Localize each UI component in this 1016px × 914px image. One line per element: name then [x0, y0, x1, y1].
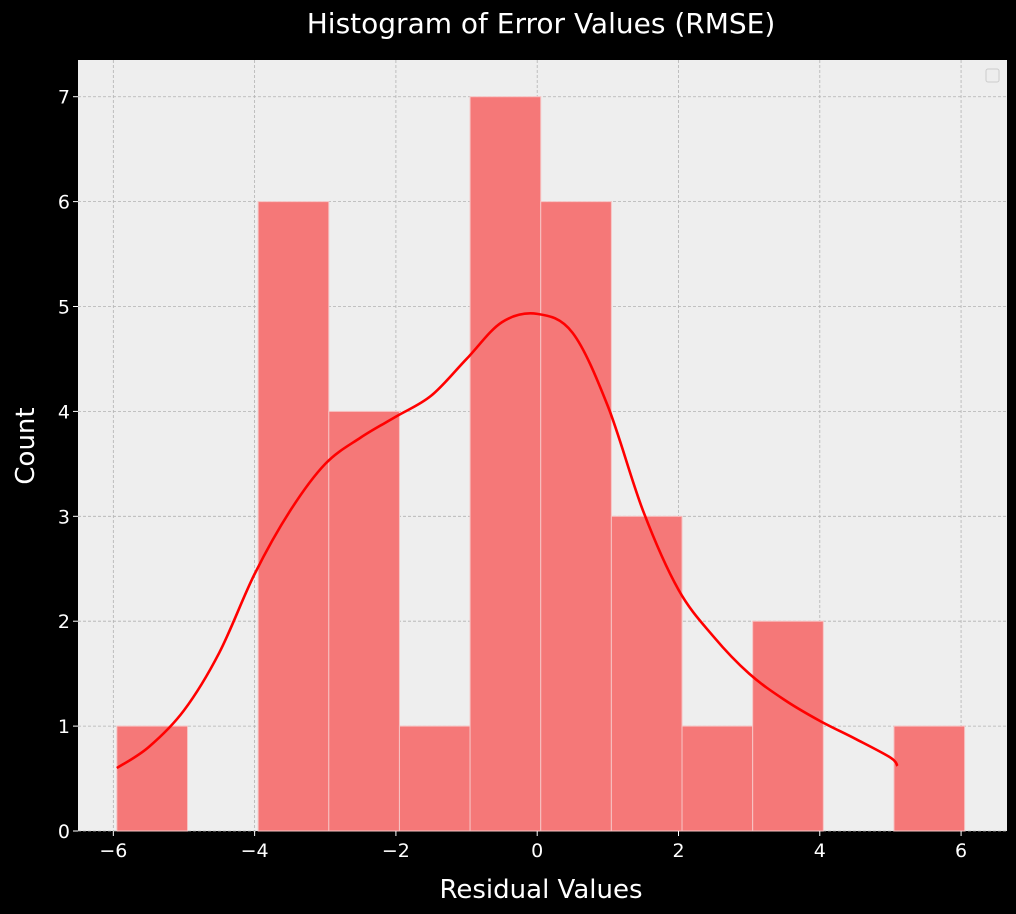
x-tick-label: −4	[241, 840, 269, 862]
histogram-bar	[116, 725, 189, 832]
y-tick-label: 4	[58, 401, 70, 423]
x-axis-ticks: −6 −4 −2 0 2 4 6	[99, 831, 967, 862]
histogram-bar	[681, 725, 754, 832]
x-tick-label: 4	[814, 840, 826, 862]
y-axis-ticks: 0 1 2 3 4 5 6 7	[58, 87, 78, 843]
chart-title: Histogram of Error Values (RMSE)	[307, 7, 776, 40]
histogram-bar	[610, 515, 683, 832]
y-tick-label: 2	[58, 611, 70, 633]
y-tick-label: 6	[58, 192, 70, 214]
histogram-bar	[257, 201, 330, 832]
x-tick-label: 2	[672, 840, 684, 862]
x-tick-label: −6	[99, 840, 127, 862]
histogram-bar	[328, 410, 400, 832]
histogram-bar	[893, 725, 966, 832]
y-tick-label: 0	[58, 821, 70, 843]
histogram-bars	[116, 96, 966, 832]
histogram-bar	[752, 620, 824, 832]
x-tick-label: −2	[382, 840, 410, 862]
y-axis-label: Count	[11, 407, 41, 484]
x-axis-label: Residual Values	[439, 875, 642, 905]
x-tick-label: 0	[531, 840, 543, 862]
y-tick-label: 7	[58, 87, 70, 109]
y-tick-label: 1	[58, 716, 70, 738]
histogram-bar	[540, 201, 612, 832]
x-tick-label: 6	[955, 840, 967, 862]
histogram-bar	[469, 96, 542, 832]
kde-curve	[116, 312, 899, 770]
y-tick-label: 5	[58, 297, 70, 319]
y-tick-label: 3	[58, 506, 70, 528]
histogram-bar	[398, 725, 471, 832]
legend-box	[985, 68, 1000, 83]
